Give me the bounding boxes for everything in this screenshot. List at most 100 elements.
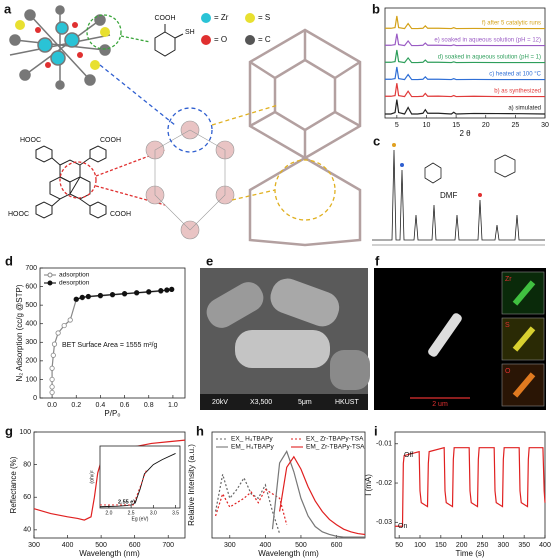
y-tick-label: 700: [25, 265, 37, 272]
legend-label: EX_ Zr-TBAPy-TSA: [306, 436, 364, 443]
series-line: [279, 455, 366, 536]
peak-label: DMF: [440, 191, 457, 200]
panel-label: b: [372, 1, 380, 16]
x-tick-label: 0.8: [144, 402, 154, 409]
scale-label: 2 um: [432, 401, 448, 408]
x-tick-label: 400: [539, 542, 551, 549]
x-axis-label: Eg (eV): [132, 516, 149, 522]
particle: [428, 313, 462, 357]
x-tick-label: 25: [511, 122, 519, 129]
series-line: [395, 446, 546, 527]
data-point: [146, 289, 152, 295]
x-tick-label: 0.4: [96, 402, 106, 409]
data-point: [49, 376, 55, 383]
y-tick-label: 300: [25, 339, 37, 346]
particle: [270, 278, 340, 327]
x-tick-label: 600: [331, 542, 343, 549]
annotation: Off: [404, 452, 413, 459]
annotation: 2.55 eV: [118, 499, 137, 505]
molecule: [424, 162, 442, 184]
plot-frame: [39, 267, 186, 399]
map-signal: [512, 326, 536, 352]
x-tick-label: 3.5: [172, 510, 179, 516]
panel-label: e: [206, 253, 213, 268]
particle: [330, 350, 370, 390]
panel-e: e 20kV X3,500 5μm HKUST: [200, 253, 370, 410]
cluster: [9, 5, 111, 90]
data-point: [67, 317, 73, 323]
x-axis-label: Time (s): [455, 549, 484, 558]
series-line: [33, 439, 186, 521]
legend-label: EX_ H₄TBAPy: [231, 436, 273, 443]
data-point: [85, 293, 91, 300]
y-axis-label: Reflectance (%): [9, 456, 18, 513]
framework-ring: [145, 120, 235, 240]
data-point: [121, 291, 128, 297]
group-label: SH: [185, 29, 195, 36]
framework: [248, 28, 362, 247]
y-tick-label: 500: [25, 302, 37, 309]
x-tick-label: 250: [477, 542, 489, 549]
map-signal: [512, 280, 536, 306]
trace-label: e) soaked in aqueous solution (pH = 12): [434, 38, 541, 44]
data-point: [134, 290, 140, 296]
group-label: HOOC: [8, 211, 29, 218]
series-line: [385, 83, 545, 98]
legend-marker: [47, 280, 53, 286]
x-tick-label: 300: [224, 542, 236, 549]
x-tick-label: 700: [162, 542, 174, 549]
trace-label: d) soaked in aqueous solution (pH = 1): [438, 55, 541, 61]
atom-legend: = Zr = S = O = C: [201, 13, 271, 45]
series-line: [385, 49, 545, 64]
x-tick-label: 15: [452, 122, 460, 129]
marker: [478, 193, 482, 197]
y-axis-label: Relative Intensity (a.u.): [187, 444, 196, 526]
series-line: [385, 33, 545, 47]
y-tick-label: 60: [23, 494, 31, 501]
y-tick-label: 100: [19, 429, 31, 436]
annotation: On: [398, 523, 407, 530]
trace-label: b) as synthesized: [494, 89, 541, 95]
data-point: [61, 322, 67, 329]
data-point: [109, 291, 116, 298]
legend-label: = C: [258, 35, 271, 44]
panel-label: f: [375, 253, 380, 268]
legend-marker: [47, 272, 53, 278]
legend-label: EM_ Zr-TBAPy-TSA: [306, 444, 365, 451]
x-tick-label: 2.5: [128, 510, 135, 516]
x-tick-label: 5: [395, 122, 399, 129]
plot-frame: [394, 431, 546, 539]
connector: [231, 189, 276, 201]
data-point: [49, 384, 55, 390]
map-signal: [512, 372, 536, 398]
group-label: HOOC: [20, 137, 41, 144]
y-axis-label: I (mA): [364, 474, 373, 496]
x-tick-label: 500: [95, 542, 107, 549]
highlight: [86, 14, 122, 50]
element-label: O: [505, 368, 511, 375]
sem-info: 20kV: [212, 399, 228, 406]
x-axis-label: Wavelength (nm): [79, 549, 140, 558]
legend-label: EM_ H₄TBAPy: [231, 444, 274, 451]
sem-info: HKUST: [335, 399, 359, 406]
x-tick-label: 0.0: [47, 402, 57, 409]
x-tick-label: 1.0: [168, 402, 178, 409]
x-tick-label: 200: [456, 542, 468, 549]
y-tick-label: 400: [25, 321, 37, 328]
panel-f: f Zr S O 2 um: [374, 253, 546, 410]
connector: [211, 104, 279, 126]
x-tick-label: 3.0: [150, 510, 157, 516]
data-point: [158, 288, 164, 294]
x-tick-label: 500: [295, 542, 307, 549]
y-tick-label: -0.02: [376, 480, 392, 487]
legend-label: = Zr: [214, 13, 229, 22]
data-point: [169, 286, 175, 292]
x-axis-label: Wavelength (nm): [258, 549, 319, 558]
data-point: [50, 352, 56, 358]
data-point: [164, 287, 170, 293]
series-line: [271, 450, 365, 538]
group-label: COOH: [100, 137, 121, 144]
x-tick-label: 2.0: [105, 510, 112, 516]
panel-label: h: [196, 423, 204, 438]
